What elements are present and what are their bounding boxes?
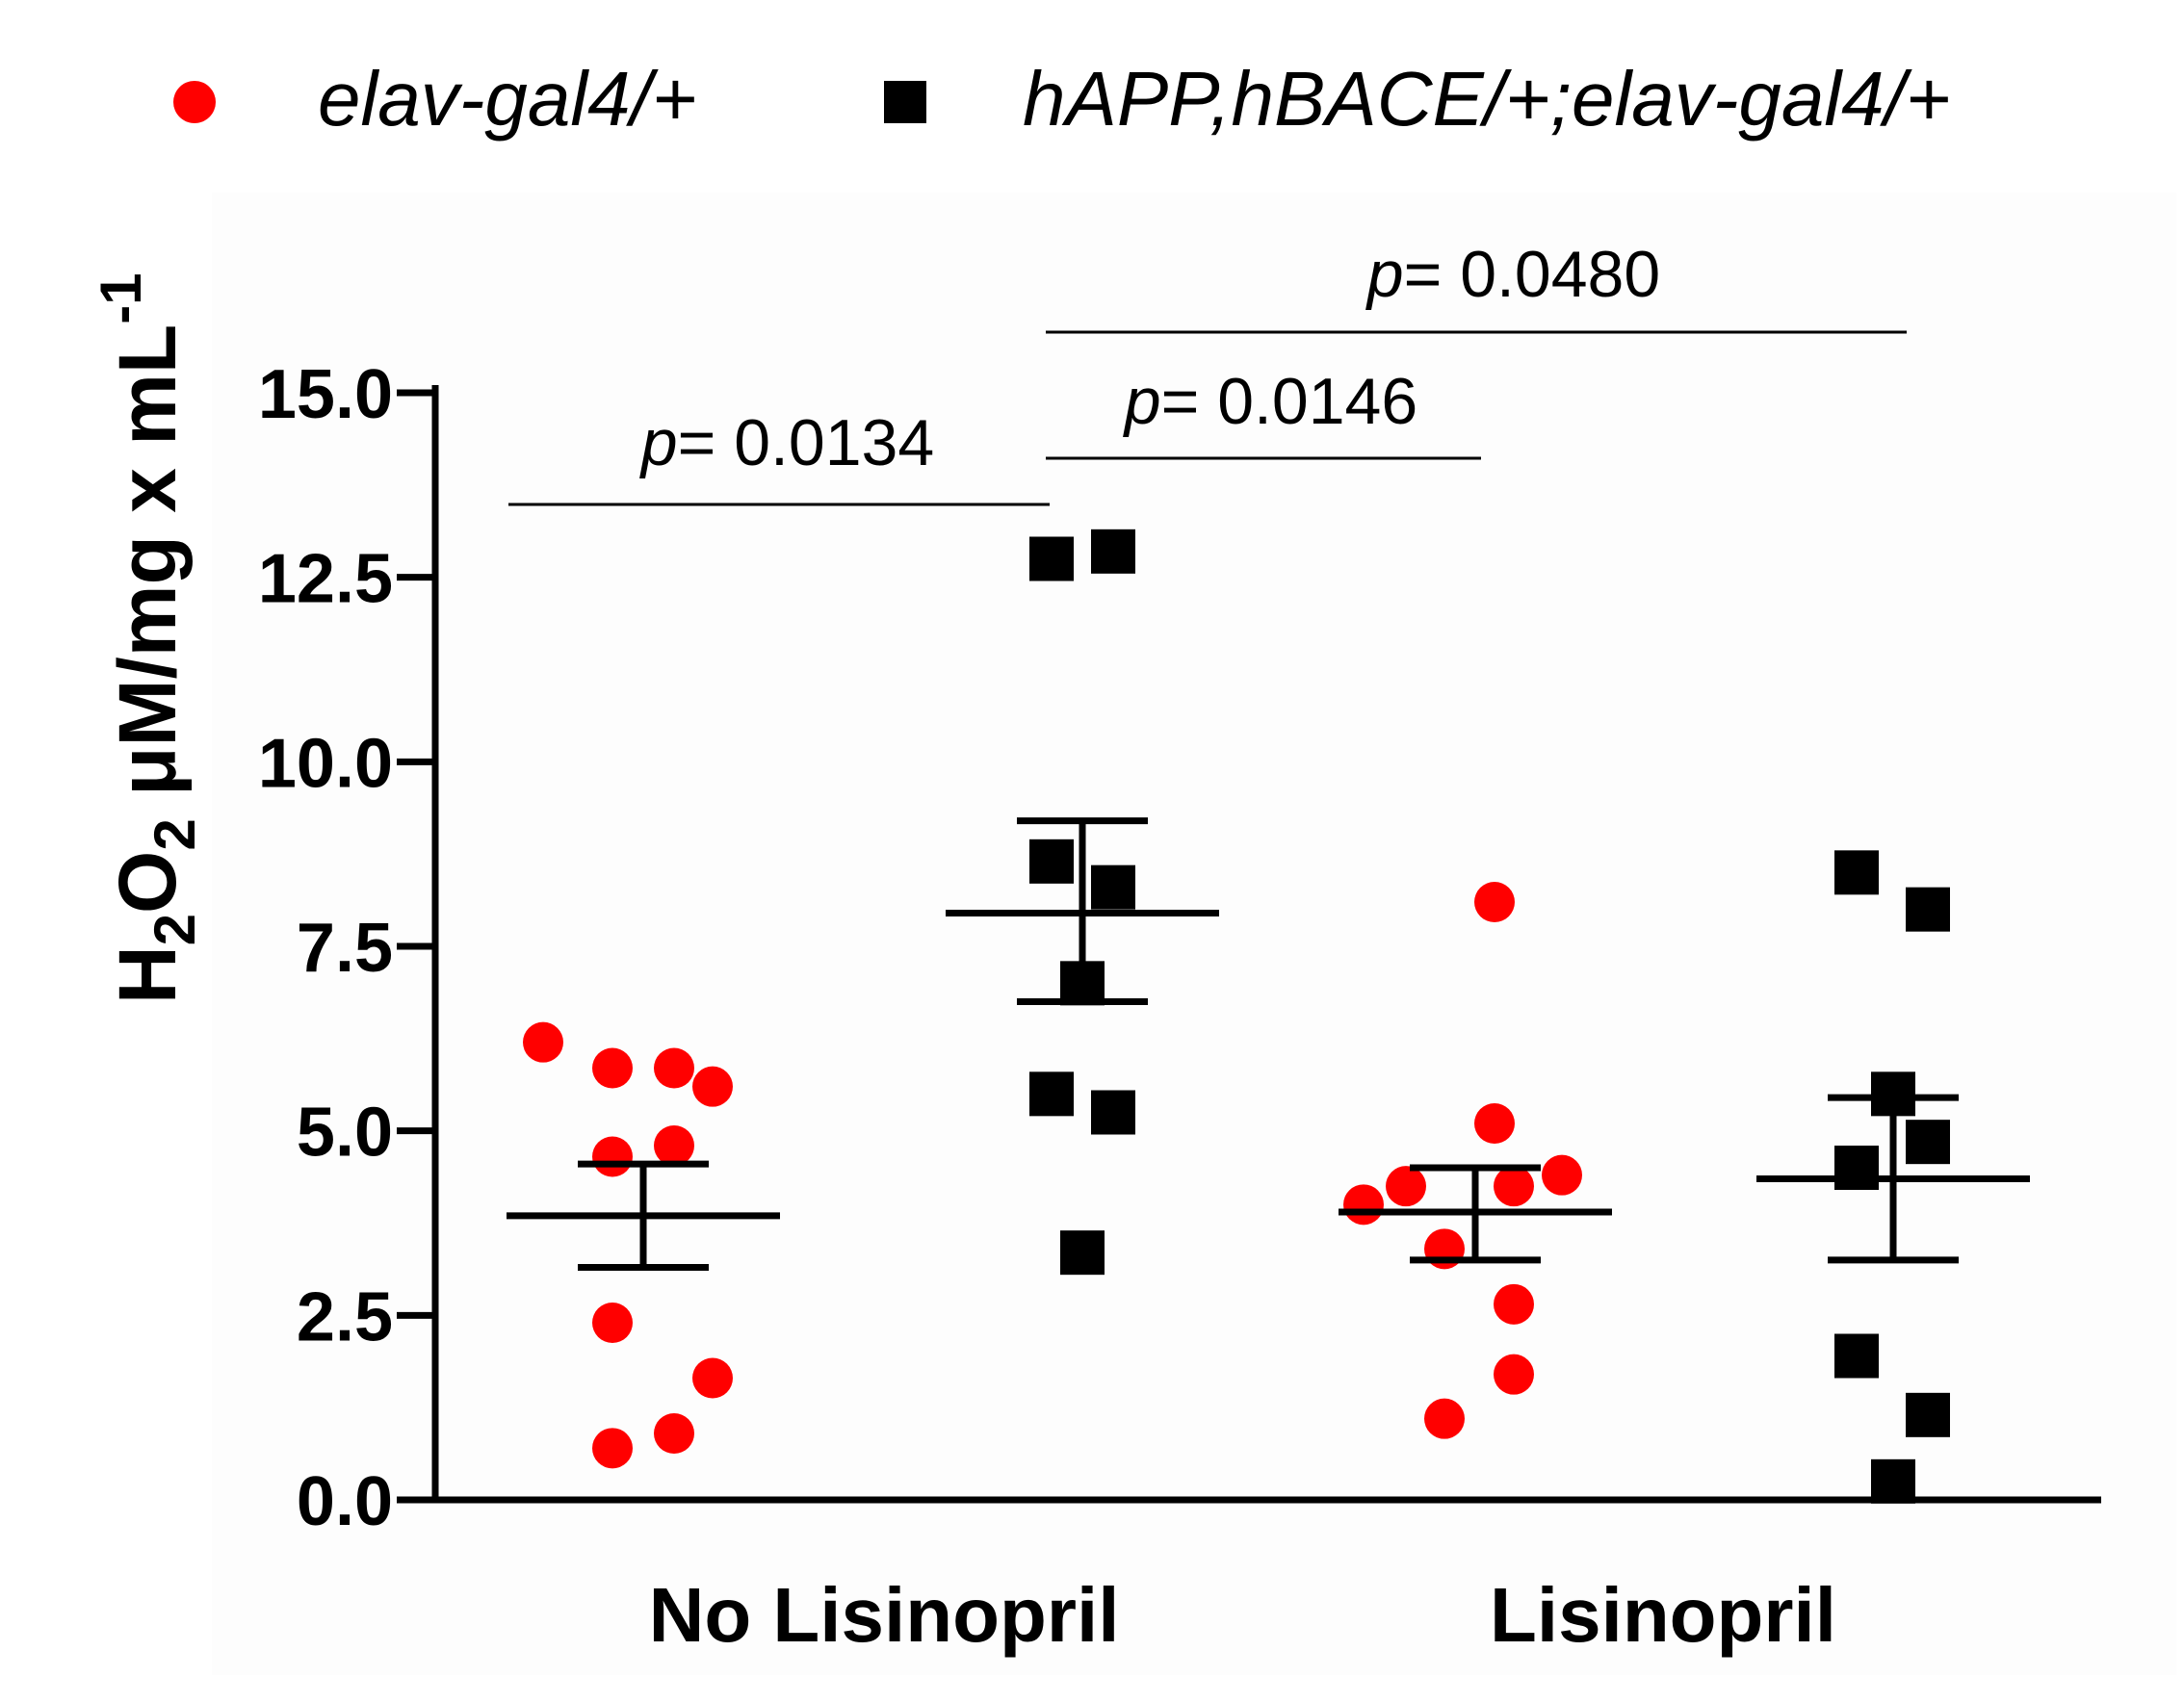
data-point-elav bbox=[1474, 1103, 1515, 1144]
data-point-happ bbox=[1091, 529, 1135, 574]
data-point-elav bbox=[1474, 882, 1515, 922]
legend-marker-elav bbox=[173, 81, 216, 123]
ylabel-h: H bbox=[102, 945, 193, 1004]
annotation-p-1: p bbox=[1123, 365, 1161, 438]
data-point-happ bbox=[1029, 839, 1074, 884]
y-tick-label: 12.5 bbox=[258, 541, 393, 618]
annotation-value-1: = 0.0146 bbox=[1161, 365, 1418, 438]
y-tick-label: 7.5 bbox=[297, 910, 393, 987]
legend-marker-happ bbox=[884, 81, 926, 123]
data-point-elav bbox=[1542, 1154, 1582, 1196]
ylabel-units: μM/mg x mL bbox=[102, 324, 193, 818]
annotation-1: p= 0.0146 bbox=[1046, 365, 1481, 460]
annotation-text-1: p= 0.0146 bbox=[1123, 365, 1417, 438]
data-point-happ bbox=[1906, 1120, 1950, 1165]
data-point-happ bbox=[1906, 887, 1950, 932]
data-point-elav bbox=[654, 1125, 694, 1166]
y-tick-label: 5.0 bbox=[297, 1095, 393, 1172]
data-point-elav bbox=[1494, 1283, 1534, 1325]
data-point-elav bbox=[654, 1047, 694, 1089]
data-point-happ bbox=[1834, 850, 1879, 895]
annotation-value-2: = 0.0480 bbox=[1404, 238, 1661, 311]
plot-background bbox=[212, 193, 2176, 1675]
data-point-happ bbox=[1834, 1333, 1879, 1379]
ylabel-sub1: 2 bbox=[143, 914, 207, 945]
legend-label-happ: hAPP,hBACE/+;elav-gal4/+ bbox=[1023, 56, 1951, 142]
data-point-happ bbox=[1091, 1090, 1135, 1135]
error-bars bbox=[507, 817, 2030, 1271]
y-tick-label: 15.0 bbox=[258, 356, 393, 433]
data-point-elav bbox=[692, 1066, 733, 1107]
annotation-value-0: = 0.0134 bbox=[678, 406, 935, 479]
annotation-p-0: p bbox=[639, 406, 678, 479]
annotation-text-0: p= 0.0134 bbox=[639, 406, 934, 479]
data-point-happ bbox=[1029, 536, 1074, 581]
y-ticks: 0.0 2.5 5.0 7.5 10.0 12.5 15.0 bbox=[258, 356, 435, 1540]
category-label-no-lisinopril: No Lisinopril bbox=[649, 1572, 1120, 1658]
annotation-text-2: p= 0.0480 bbox=[1365, 238, 1660, 311]
y-axis-title: H2O2 μM/mg x mL-1 bbox=[89, 272, 207, 1004]
data-point-happ bbox=[1834, 1146, 1879, 1190]
data-point-elav bbox=[1424, 1398, 1465, 1439]
legend-label-elav: elav-gal4/+ bbox=[318, 56, 697, 142]
data-point-elav bbox=[1494, 1354, 1534, 1395]
ylabel-sub2: 2 bbox=[143, 818, 207, 850]
data-point-happ bbox=[1871, 1458, 1915, 1504]
annotation-2: p= 0.0480 bbox=[1046, 238, 1907, 334]
annotation-0: p= 0.0134 bbox=[508, 406, 1050, 506]
ylabel-sup: -1 bbox=[89, 272, 153, 323]
data-point-elav bbox=[692, 1357, 733, 1399]
y-tick-label: 0.0 bbox=[297, 1463, 393, 1540]
data-point-happ bbox=[1029, 1071, 1074, 1117]
data-point-happ bbox=[1091, 864, 1135, 910]
data-point-elav bbox=[1343, 1184, 1384, 1226]
data-point-elav bbox=[592, 1136, 633, 1177]
data-point-elav bbox=[592, 1303, 633, 1343]
data-point-elav bbox=[523, 1021, 563, 1063]
y-tick-label: 10.0 bbox=[258, 725, 393, 802]
category-label-lisinopril: Lisinopril bbox=[1490, 1572, 1836, 1658]
data-point-elav bbox=[1386, 1166, 1426, 1207]
y-tick-label: 2.5 bbox=[297, 1278, 393, 1355]
legend: elav-gal4/+ hAPP,hBACE/+;elav-gal4/+ bbox=[173, 56, 1951, 142]
data-point-elav bbox=[592, 1428, 633, 1469]
data-point-elav bbox=[592, 1047, 633, 1089]
data-point-elav bbox=[1494, 1166, 1534, 1207]
data-point-elav bbox=[654, 1413, 694, 1454]
svg-text:H2O2 μM/mg x mL-1: H2O2 μM/mg x mL-1 bbox=[89, 272, 207, 1004]
data-point-happ bbox=[1060, 1230, 1105, 1276]
ylabel-o: O bbox=[102, 851, 193, 914]
data-point-happ bbox=[1906, 1392, 1950, 1437]
annotation-p-2: p bbox=[1365, 238, 1404, 311]
